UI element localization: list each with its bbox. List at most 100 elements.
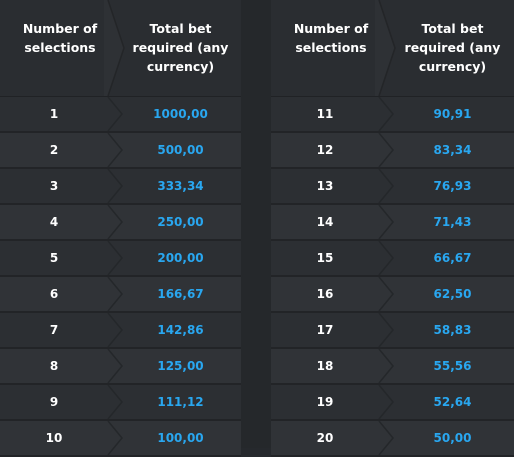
- selections-count: 11: [316, 107, 334, 121]
- header-selections-line1: Number of: [22, 21, 98, 36]
- table-row: 8 125,00: [0, 349, 241, 385]
- header-selections: Number of selections: [271, 0, 391, 96]
- chevron-right-icon: [107, 133, 123, 167]
- header-total-line2: required (any: [404, 40, 501, 55]
- total-bet-value: 71,43: [433, 215, 472, 229]
- table-header: Number of selections Total bet required …: [271, 0, 514, 97]
- total-bet-value: 250,00: [157, 215, 204, 229]
- total-bet-value: 58,83: [433, 323, 472, 337]
- selections-count: 20: [316, 431, 334, 445]
- table-divider: [241, 0, 271, 448]
- total-bet-value: 125,00: [157, 359, 204, 373]
- table-row: 20 50,00: [271, 421, 514, 457]
- table-row: 2 500,00: [0, 133, 241, 169]
- total-bet-value: 62,50: [433, 287, 472, 301]
- chevron-right-icon: [107, 241, 123, 275]
- table-row: 19 52,64: [271, 385, 514, 421]
- total-bet-value: 500,00: [157, 143, 204, 157]
- header-total-line2: required (any: [132, 40, 229, 55]
- total-bet-value: 66,67: [433, 251, 472, 265]
- total-bet-value: 333,34: [157, 179, 204, 193]
- chevron-right-icon: [107, 205, 123, 239]
- right-table-panel: Number of selections Total bet required …: [271, 0, 514, 457]
- selections-count: 18: [316, 359, 334, 373]
- chevron-right-icon: [378, 169, 394, 203]
- header-total-bet: Total bet required (any currency): [120, 0, 241, 96]
- total-bet-value: 90,91: [433, 107, 472, 121]
- chevron-right-icon: [378, 133, 394, 167]
- chevron-right-icon: [378, 205, 394, 239]
- total-bet-value: 111,12: [157, 395, 204, 409]
- table-row: 18 55,56: [271, 349, 514, 385]
- chevron-right-icon: [378, 241, 394, 275]
- selections-count: 16: [316, 287, 334, 301]
- header-selections-line2: selections: [295, 40, 367, 55]
- header-total-line3: currency): [146, 59, 215, 74]
- header-total-line3: currency): [418, 59, 487, 74]
- total-bet-value: 55,56: [433, 359, 472, 373]
- total-bet-value: 166,67: [157, 287, 204, 301]
- chevron-right-icon: [378, 349, 394, 383]
- total-bet-value: 142,86: [157, 323, 204, 337]
- table-row: 12 83,34: [271, 133, 514, 169]
- right-table-body: 11 90,91 12 83,34 13 76,93 14 71,43 15 66,67 16 62,…: [271, 97, 514, 457]
- chevron-right-icon: [107, 277, 123, 311]
- chevron-right-icon: [104, 0, 125, 96]
- table-row: 13 76,93: [271, 169, 514, 205]
- selections-count: 19: [316, 395, 334, 409]
- selections-count: 5: [49, 251, 59, 265]
- total-bet-value: 200,00: [157, 251, 204, 265]
- header-selections: Number of selections: [0, 0, 120, 96]
- chevron-right-icon: [107, 349, 123, 383]
- header-total-bet: Total bet required (any currency): [391, 0, 514, 96]
- selections-count: 12: [316, 143, 334, 157]
- table-row: 11 90,91: [271, 97, 514, 133]
- selections-count: 7: [49, 323, 59, 337]
- table-header: Number of selections Total bet required …: [0, 0, 241, 97]
- chevron-right-icon: [375, 0, 396, 96]
- selections-count: 9: [49, 395, 59, 409]
- table-row: 10 100,00: [0, 421, 241, 457]
- chevron-right-icon: [378, 313, 394, 347]
- selections-count: 13: [316, 179, 334, 193]
- selections-count: 6: [49, 287, 59, 301]
- table-row: 4 250,00: [0, 205, 241, 241]
- chevron-right-icon: [107, 313, 123, 347]
- chevron-right-icon: [107, 169, 123, 203]
- chevron-right-icon: [107, 97, 123, 131]
- header-selections-line2: selections: [24, 40, 96, 55]
- total-bet-value: 50,00: [433, 431, 472, 445]
- header-total-line1: Total bet: [149, 21, 212, 36]
- table-row: 3 333,34: [0, 169, 241, 205]
- total-bet-value: 76,93: [433, 179, 472, 193]
- header-total-line1: Total bet: [421, 21, 484, 36]
- table-row: 17 58,83: [271, 313, 514, 349]
- selections-count: 4: [49, 215, 59, 229]
- table-row: 6 166,67: [0, 277, 241, 313]
- table-row: 1 1000,00: [0, 97, 241, 133]
- table-row: 14 71,43: [271, 205, 514, 241]
- table-row: 9 111,12: [0, 385, 241, 421]
- total-bet-value: 100,00: [157, 431, 204, 445]
- left-table-body: 1 1000,00 2 500,00 3 333,34 4 250,00 5 200,00 6 166…: [0, 97, 241, 457]
- total-bet-value: 52,64: [433, 395, 472, 409]
- table-row: 15 66,67: [271, 241, 514, 277]
- selections-count: 15: [316, 251, 334, 265]
- chevron-right-icon: [378, 385, 394, 419]
- selections-count: 17: [316, 323, 334, 337]
- total-bet-value: 83,34: [433, 143, 472, 157]
- selections-count: 2: [49, 143, 59, 157]
- selections-count: 3: [49, 179, 59, 193]
- header-selections-line1: Number of: [293, 21, 369, 36]
- chevron-right-icon: [378, 277, 394, 311]
- selections-count: 1: [49, 107, 59, 121]
- left-table-panel: Number of selections Total bet required …: [0, 0, 241, 457]
- table-row: 16 62,50: [271, 277, 514, 313]
- table-row: 7 142,86: [0, 313, 241, 349]
- total-bet-value: 1000,00: [153, 107, 208, 121]
- chevron-right-icon: [107, 385, 123, 419]
- selections-count: 14: [316, 215, 334, 229]
- selections-count: 8: [49, 359, 59, 373]
- selections-count: 10: [45, 431, 63, 445]
